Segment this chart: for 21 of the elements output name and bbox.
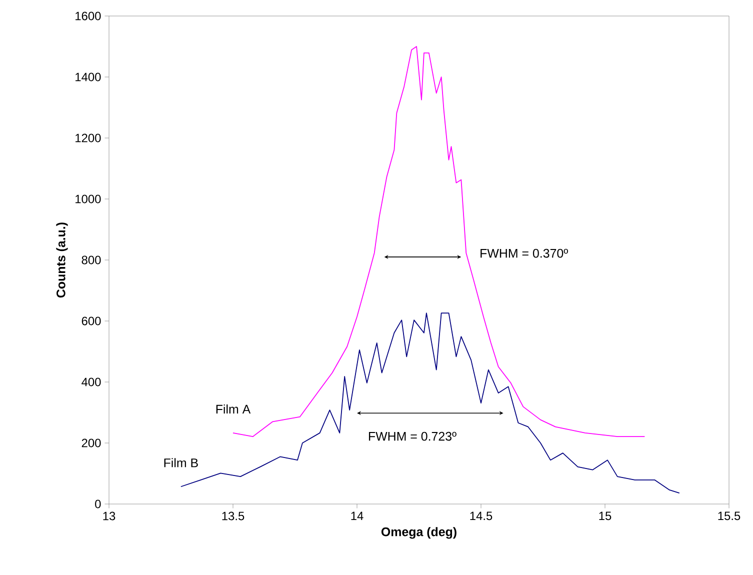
x-tick-label: 15.5: [718, 512, 740, 520]
annotation: FWHM = 0.370º: [480, 248, 568, 258]
y-tick-label: 1000: [76, 194, 101, 204]
y-axis-title: Counts (a.u.): [56, 222, 68, 298]
x-tick-label: 15: [599, 512, 612, 520]
y-tick-label: 1400: [76, 72, 101, 82]
x-tick-label: 14.5: [470, 512, 492, 520]
x-tick-label: 13: [103, 512, 116, 520]
x-axis-title: Omega (deg): [381, 527, 456, 539]
y-tick-label: 800: [82, 256, 101, 264]
y-tick-label: 600: [82, 316, 101, 326]
series-label: Film B: [164, 458, 198, 468]
series-label: Film A: [216, 404, 251, 414]
y-tick-label: 1200: [76, 134, 101, 142]
y-tick-label: 200: [82, 438, 101, 448]
y-tick-label: 0: [95, 500, 101, 508]
annotation: FWHM = 0.723º: [368, 432, 456, 441]
y-tick-label: 400: [82, 378, 101, 386]
y-tick-label: 1600: [76, 12, 101, 20]
x-tick-label: 13.5: [222, 512, 244, 520]
x-tick-label: 14: [351, 512, 364, 520]
